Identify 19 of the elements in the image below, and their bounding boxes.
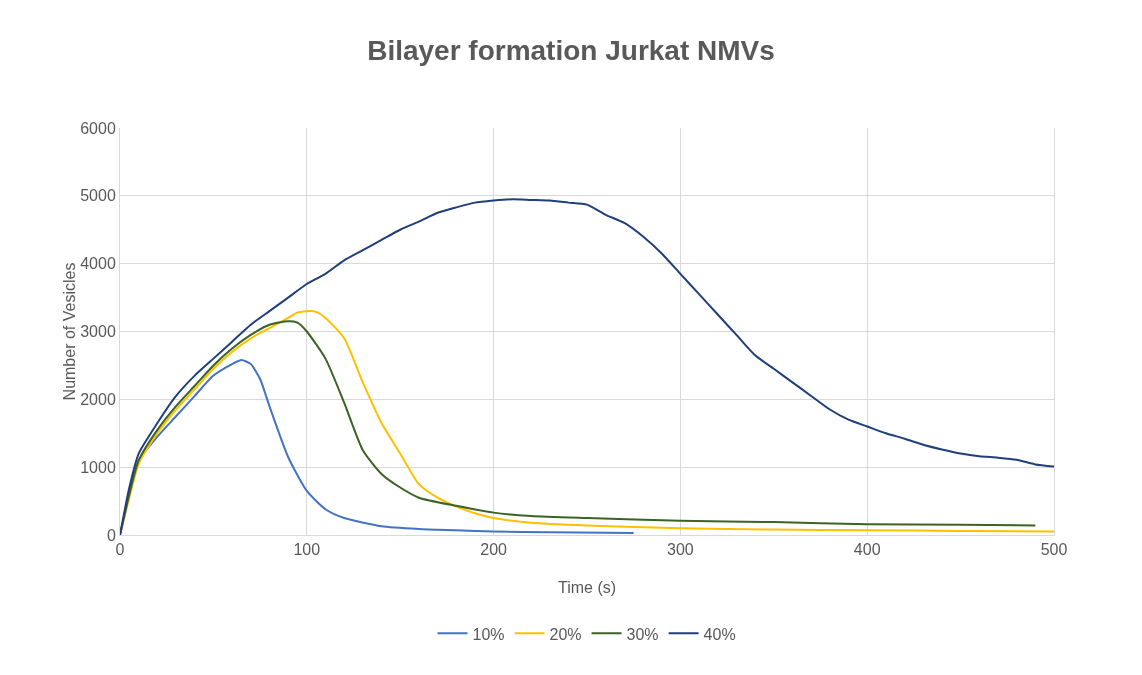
x-tick-label: 200 — [480, 541, 508, 559]
chart-title: Bilayer formation Jurkat NMVs — [367, 35, 775, 67]
y-tick-label: 4000 — [80, 255, 116, 273]
y-tick-label: 3000 — [80, 323, 116, 341]
x-tick-label: 100 — [293, 541, 321, 559]
y-tick-label: 2000 — [80, 390, 116, 408]
x-tick-label: 300 — [667, 541, 694, 559]
x-axis-title: Time (s) — [557, 579, 617, 596]
y-tick-label: 5000 — [80, 187, 116, 205]
y-tick-label: 6000 — [80, 119, 116, 137]
y-axis-title: Number of Vesicles — [61, 262, 79, 401]
legend-label: 40% — [703, 625, 736, 643]
legend-label: 20% — [549, 625, 582, 643]
y-tick-label: 0 — [106, 526, 116, 544]
x-tick-label: 500 — [1040, 541, 1068, 559]
y-tick-label: 1000 — [80, 458, 116, 476]
x-tick-label: 400 — [853, 541, 881, 559]
legend-label: 30% — [626, 625, 659, 643]
legend-label: 10% — [472, 625, 505, 643]
